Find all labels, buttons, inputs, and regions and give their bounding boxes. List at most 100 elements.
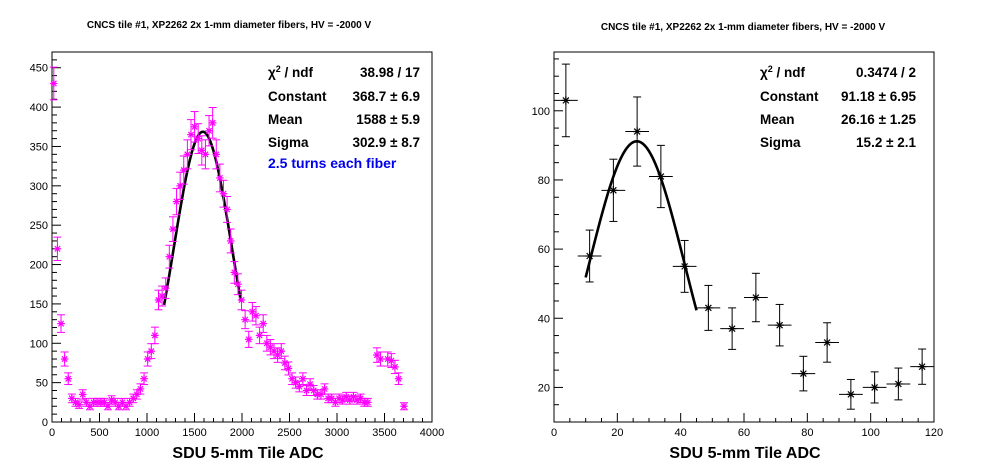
- right-fit-curve: [584, 139, 698, 311]
- left-y-tick-label: 350: [30, 141, 48, 153]
- left-marker-star: [53, 245, 62, 253]
- left-data-point: [237, 289, 246, 311]
- left-data-point: [270, 343, 279, 360]
- left-marker-star: [187, 130, 195, 139]
- right-y-tick-label: 40: [538, 313, 550, 325]
- left-data-point: [75, 400, 84, 409]
- right-stat-label-sigma: Sigma: [760, 135, 801, 150]
- left-data-point: [154, 289, 163, 311]
- right-marker-star: [680, 262, 689, 271]
- left-marker-star: [147, 347, 156, 355]
- left-data-point: [394, 372, 403, 386]
- left-y-tick-label: 50: [36, 378, 48, 390]
- left-marker-star: [277, 347, 286, 355]
- left-data-point: [158, 285, 167, 307]
- left-data-point: [383, 351, 392, 367]
- left-marker-star: [223, 205, 231, 214]
- left-data-point: [186, 119, 195, 151]
- right-y-tick-label: 20: [538, 382, 550, 394]
- left-x-tick-label: 2500: [277, 427, 301, 439]
- left-stat-label-chi2: χ2 / ndf: [268, 64, 314, 80]
- right-marker-star: [775, 320, 784, 330]
- left-marker-star: [299, 374, 307, 383]
- left-data-point: [277, 343, 286, 360]
- left-data-points: [49, 66, 408, 411]
- left-data-point: [212, 139, 221, 170]
- left-stat-label-constant: Constant: [268, 89, 327, 104]
- right-data-point: [767, 303, 792, 347]
- left-data-point: [53, 236, 62, 261]
- left-marker-star: [237, 296, 246, 304]
- left-marker-star: [172, 197, 181, 206]
- right-marker-star: [894, 379, 903, 389]
- left-data-point: [363, 397, 372, 407]
- left-marker-star: [212, 150, 221, 159]
- left-data-point: [353, 395, 362, 405]
- right-stat-label-chi2: χ2 / ndf: [760, 64, 806, 80]
- left-data-point: [136, 383, 145, 395]
- left-data-point: [183, 139, 192, 170]
- left-marker-star: [208, 119, 217, 127]
- left-x-tick-label: 1500: [182, 427, 206, 439]
- left-marker-star: [244, 335, 253, 344]
- right-panel: CNCS tile #1, XP2262 2x 1-mm diameter fi…: [532, 22, 944, 462]
- left-y-tick-label: 300: [30, 181, 48, 193]
- left-data-point: [226, 228, 235, 254]
- right-marker-star: [846, 390, 856, 399]
- right-stat-label-mean: Mean: [760, 112, 795, 127]
- left-x-tick-label: 4000: [420, 427, 444, 439]
- left-marker-star: [302, 386, 311, 395]
- left-marker-star: [161, 284, 170, 292]
- left-data-point: [376, 351, 385, 367]
- right-data-point: [577, 229, 602, 283]
- left-marker-star: [60, 355, 69, 363]
- left-stat-value-sigma: 302.9 ± 8.7: [353, 135, 420, 150]
- right-data-point: [649, 144, 673, 209]
- left-data-point: [306, 378, 315, 391]
- left-marker-star: [342, 393, 351, 401]
- left-data-point: [78, 389, 87, 400]
- left-marker-star: [57, 319, 65, 328]
- left-x-tick-label: 3500: [372, 427, 396, 439]
- left-data-point: [233, 273, 242, 296]
- left-data-point: [161, 277, 170, 299]
- left-marker-star: [140, 374, 148, 383]
- left-data-point: [244, 330, 253, 348]
- left-y-tick-label: 200: [30, 260, 48, 272]
- left-marker-star: [151, 331, 159, 340]
- left-panel: CNCS tile #1, XP2262 2x 1-mm diameter fi…: [30, 20, 445, 462]
- left-marker-star: [78, 390, 87, 399]
- left-marker-star: [391, 363, 399, 371]
- right-data-point: [862, 371, 887, 404]
- left-marker-star: [64, 374, 73, 383]
- left-fit-curve: [162, 130, 243, 306]
- left-axis-ticks: 0 500 1000 1500 2000 2500 3000 3500 4000 0 50 100 15…: [30, 51, 444, 439]
- left-y-tick-label: 250: [30, 220, 48, 232]
- left-data-point: [150, 326, 159, 345]
- left-marker-star: [284, 364, 293, 373]
- right-marker-star: [917, 362, 927, 371]
- left-data-point: [259, 314, 268, 333]
- right-marker-star: [656, 172, 666, 181]
- left-marker-star: [194, 134, 203, 143]
- right-stats-box: χ2 / ndf 0.3474 / 2 Constant 91.18 ± 6.9…: [760, 64, 916, 150]
- right-marker-star: [727, 324, 737, 333]
- left-marker-star: [306, 380, 314, 389]
- left-y-tick-label: 400: [30, 102, 48, 114]
- right-stat-value-mean: 26.16 ± 1.25: [841, 112, 916, 127]
- right-marker-star: [799, 369, 808, 378]
- right-marker-star: [751, 293, 761, 302]
- right-x-axis-title: SDU 5-mm Tile ADC: [669, 445, 821, 462]
- left-x-tick-label: 1000: [135, 427, 159, 439]
- left-data-point: [208, 107, 217, 139]
- left-marker-star: [400, 402, 408, 411]
- left-marker-star: [169, 225, 177, 233]
- right-data-point: [839, 378, 863, 410]
- left-marker-star: [75, 400, 83, 409]
- left-data-point: [298, 372, 307, 386]
- left-data-point: [165, 244, 174, 269]
- left-stat-value-constant: 368.7 ± 6.9: [353, 89, 420, 104]
- left-y-tick-label: 100: [30, 338, 48, 350]
- left-gaussian-fit: [162, 130, 243, 306]
